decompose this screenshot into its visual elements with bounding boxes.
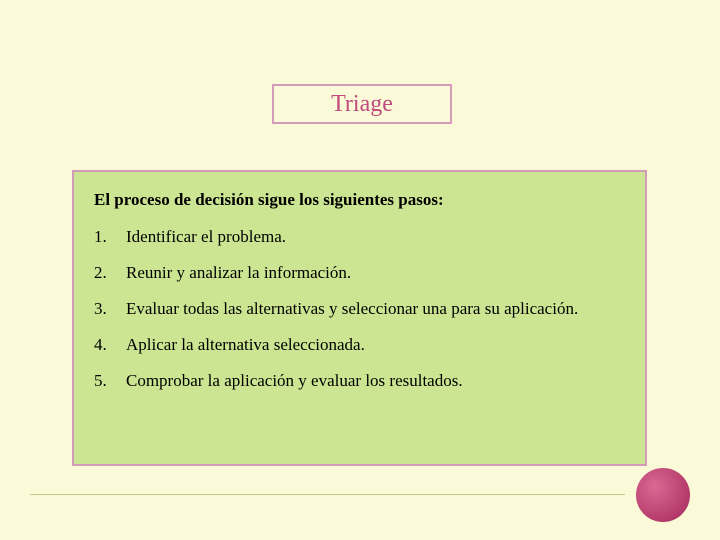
step-text: Reunir y analizar la información. [126, 262, 625, 284]
content-box: El proceso de decisión sigue los siguien… [72, 170, 647, 466]
list-item: 3. Evaluar todas las alternativas y sele… [94, 298, 625, 320]
step-text: Identificar el problema. [126, 226, 625, 248]
title-box: Triage [272, 84, 452, 124]
step-number: 5. [94, 370, 126, 392]
list-item: 5. Comprobar la aplicación y evaluar los… [94, 370, 625, 392]
step-text: Evaluar todas las alternativas y selecci… [126, 298, 625, 320]
step-number: 4. [94, 334, 126, 356]
slide-title: Triage [331, 91, 393, 118]
step-text: Aplicar la alternativa seleccionada. [126, 334, 625, 356]
decorative-baseline [30, 494, 625, 495]
list-item: 4. Aplicar la alternativa seleccionada. [94, 334, 625, 356]
decorative-circle [636, 468, 690, 522]
step-number: 1. [94, 226, 126, 248]
step-number: 2. [94, 262, 126, 284]
step-number: 3. [94, 298, 126, 320]
steps-list: 1. Identificar el problema. 2. Reunir y … [94, 226, 625, 392]
list-item: 1. Identificar el problema. [94, 226, 625, 248]
intro-text: El proceso de decisión sigue los siguien… [94, 190, 625, 210]
list-item: 2. Reunir y analizar la información. [94, 262, 625, 284]
step-text: Comprobar la aplicación y evaluar los re… [126, 370, 625, 392]
